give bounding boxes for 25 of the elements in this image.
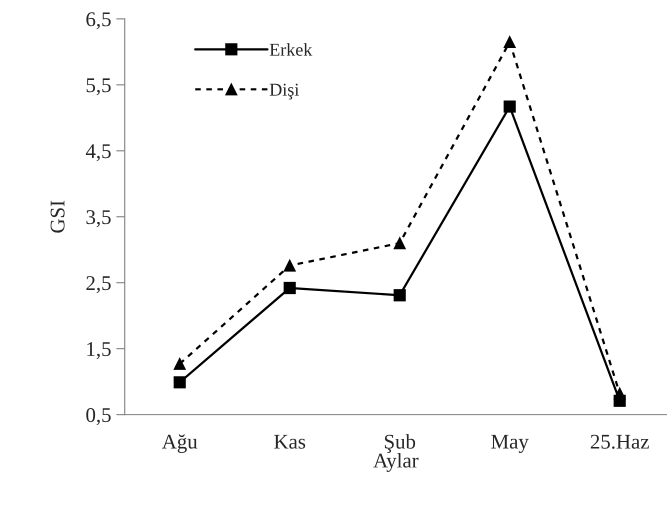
x-tick-label: Ağu — [162, 434, 198, 453]
y-tick-label: 1,5 — [87, 342, 111, 360]
point — [614, 387, 626, 400]
point — [504, 36, 516, 48]
point — [504, 100, 516, 113]
y-tick-label: 0,5 — [86, 408, 111, 426]
x-tick-label: Şub — [384, 434, 416, 453]
y-tick-label: 5,5 — [86, 78, 111, 96]
legend-label: Erkek — [270, 43, 312, 56]
legend-label: Dişi — [270, 84, 299, 100]
point — [394, 289, 406, 302]
x-axis-title: Aylar — [373, 452, 418, 472]
y-tick-label: 2,5 — [86, 276, 111, 294]
point — [284, 259, 296, 272]
point — [174, 376, 186, 388]
y-axis-title: GSI — [50, 200, 65, 233]
x-tick-label: May — [491, 434, 529, 453]
point — [284, 282, 296, 294]
point — [394, 237, 406, 250]
x-tick-label: 25.Haz — [590, 434, 649, 449]
x-tick-label: Kas — [274, 434, 306, 449]
point — [174, 358, 186, 370]
y-tick-label: 6,5 — [86, 12, 111, 30]
y-tick-label: 3,5 — [86, 210, 111, 228]
y-tick-label: 4,5 — [86, 144, 111, 162]
